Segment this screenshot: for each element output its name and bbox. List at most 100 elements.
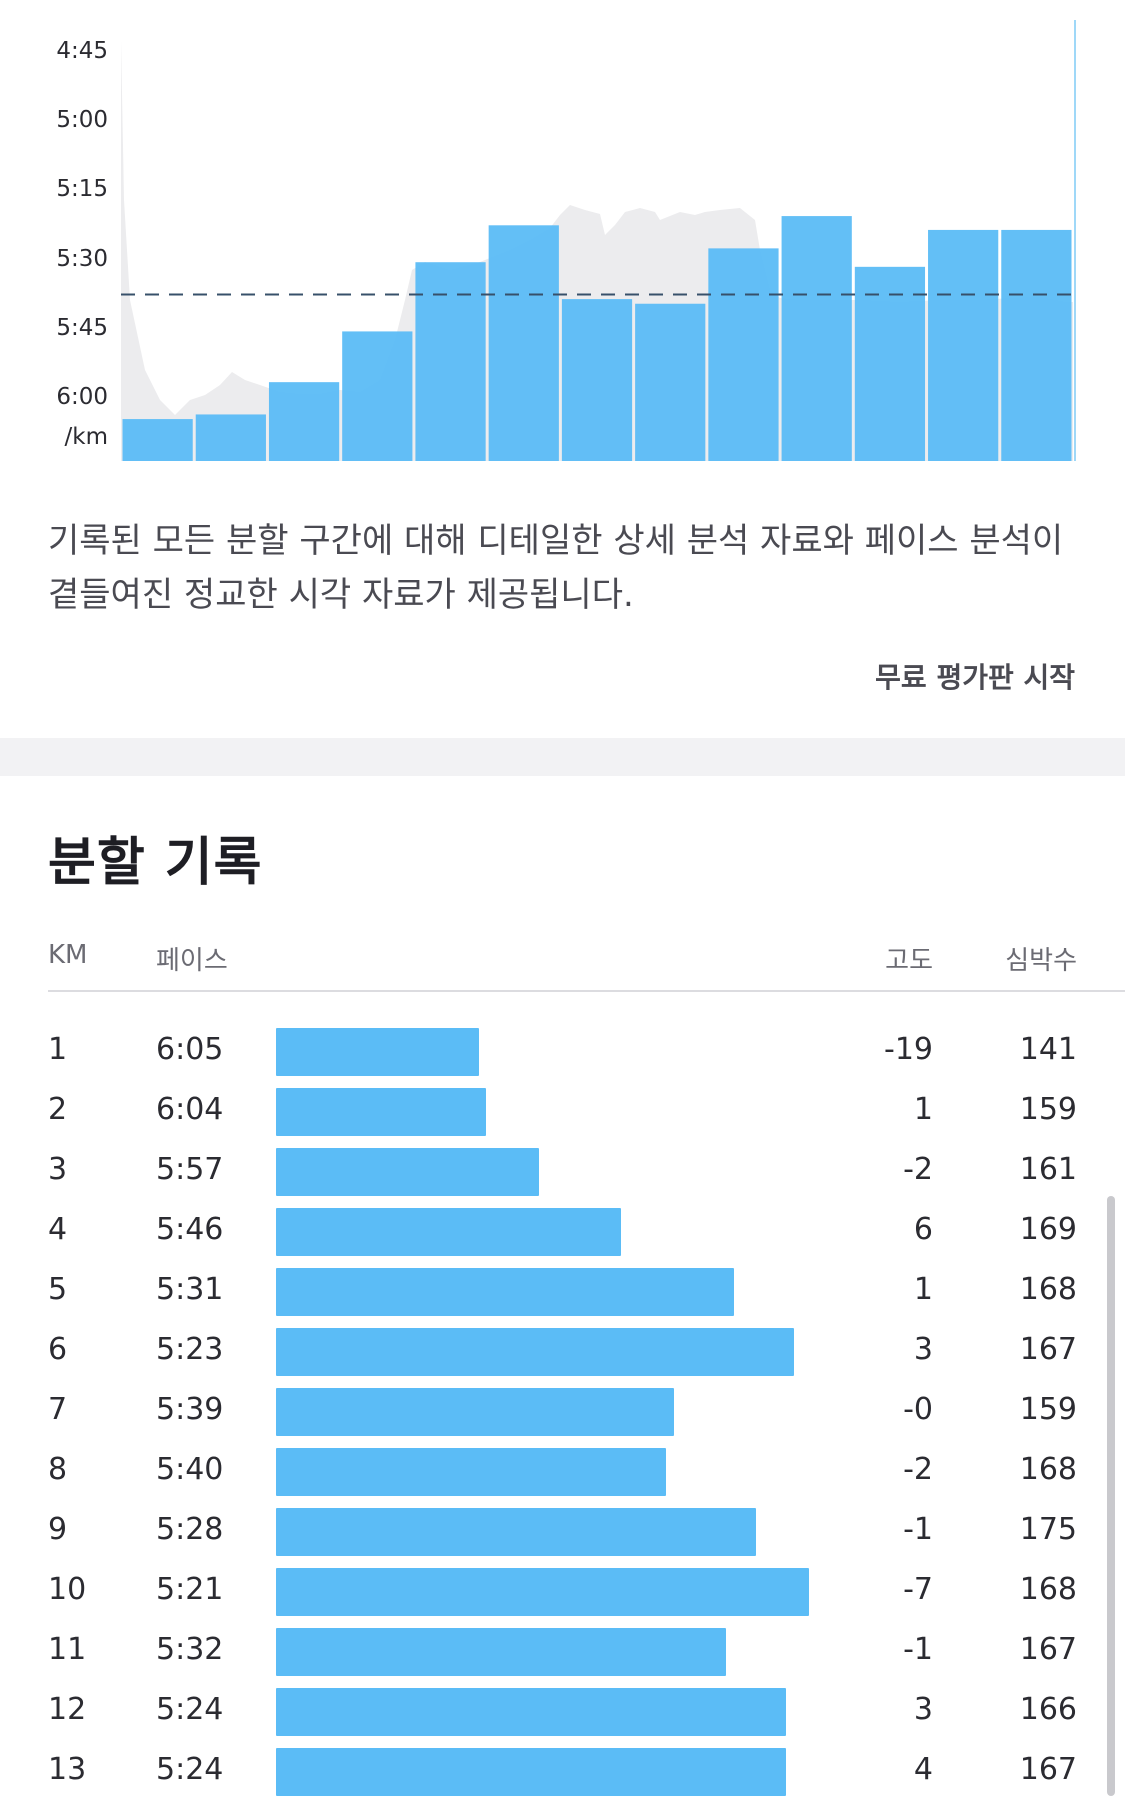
split-elevation: -0 (903, 1392, 933, 1427)
split-pace: 5:40 (156, 1452, 224, 1487)
split-km: 4 (48, 1212, 68, 1247)
split-pace-bar (276, 1628, 726, 1676)
split-pace-bar (276, 1028, 479, 1076)
split-pace: 5:46 (156, 1212, 224, 1247)
split-km: 13 (48, 1752, 87, 1787)
splits-table: 1 6:05 -19 141 2 6:04 1 159 3 5:57 -2 161 4 5:46 6 169 5… (0, 1022, 1125, 1802)
split-elevation: -2 (903, 1152, 933, 1187)
split-pace: 5:57 (156, 1152, 224, 1187)
split-pace-bar (276, 1748, 786, 1796)
pace-bar-km-10 (781, 216, 852, 461)
header-pace: 페이스 (156, 946, 228, 976)
split-row: 10 5:21 -7 168 (0, 1562, 1125, 1622)
split-row: 8 5:40 -2 168 (0, 1442, 1125, 1502)
split-km: 12 (48, 1692, 87, 1727)
split-km: 8 (48, 1452, 68, 1487)
y-axis: 4:45 5:00 5:15 5:30 5:45 6:00/km (56, 38, 108, 450)
split-heart-rate: 169 (1019, 1212, 1077, 1247)
pace-bar-km-1 (122, 419, 193, 461)
split-pace-bar (276, 1388, 674, 1436)
split-heart-rate: 167 (1019, 1752, 1077, 1787)
split-km: 10 (48, 1572, 87, 1607)
split-heart-rate: 167 (1019, 1632, 1077, 1667)
split-elevation: -1 (903, 1512, 933, 1547)
split-km: 6 (48, 1332, 68, 1367)
split-km: 7 (48, 1392, 68, 1427)
pace-bar-km-2 (195, 414, 266, 461)
split-heart-rate: 161 (1019, 1152, 1077, 1187)
header-elevation: 고도 (885, 946, 933, 976)
split-pace-bar (276, 1508, 756, 1556)
pace-bar-km-11 (854, 266, 926, 461)
split-elevation: 3 (913, 1332, 933, 1367)
y-tick-label: 6:00 (56, 384, 108, 410)
split-km: 2 (48, 1092, 68, 1127)
pace-bar-km-4 (342, 331, 413, 461)
scrollbar[interactable] (1107, 1196, 1115, 1796)
split-pace: 6:05 (156, 1032, 224, 1067)
pace-bar-km-5 (415, 262, 486, 461)
pace-bar-km-6 (488, 225, 559, 461)
splits-table-header: KM 페이스 고도 심박수 (48, 930, 1125, 992)
split-row: 7 5:39 -0 159 (0, 1382, 1125, 1442)
split-pace-bar (276, 1268, 734, 1316)
pace-bars (122, 216, 1072, 461)
split-km: 1 (48, 1032, 68, 1067)
split-row: 6 5:23 3 167 (0, 1322, 1125, 1382)
split-row: 12 5:24 3 166 (0, 1682, 1125, 1742)
pace-bar-km-12 (928, 229, 999, 461)
split-pace: 5:28 (156, 1512, 224, 1547)
split-pace: 5:31 (156, 1272, 224, 1307)
feature-description: 기록된 모든 분할 구간에 대해 디테일한 상세 분석 자료와 페이스 분석이 … (48, 521, 1064, 615)
split-elevation: 1 (913, 1092, 933, 1127)
split-row: 4 5:46 6 169 (0, 1202, 1125, 1262)
split-heart-rate: 141 (1019, 1032, 1077, 1067)
split-row: 11 5:32 -1 167 (0, 1622, 1125, 1682)
pace-bar-km-13 (1001, 229, 1072, 461)
split-pace: 5:32 (156, 1632, 224, 1667)
y-tick-label: 5:45 (56, 315, 108, 341)
header-heart-rate: 심박수 (1005, 946, 1077, 976)
split-heart-rate: 168 (1019, 1272, 1077, 1307)
split-pace: 6:04 (156, 1092, 224, 1127)
header-km: KM (48, 940, 88, 970)
split-heart-rate: 168 (1019, 1452, 1077, 1487)
split-elevation: 1 (913, 1272, 933, 1307)
pace-bar-km-9 (708, 248, 779, 461)
split-pace-bar (276, 1448, 666, 1496)
split-pace: 5:39 (156, 1392, 224, 1427)
split-pace: 5:24 (156, 1752, 224, 1787)
split-elevation: -7 (903, 1572, 933, 1607)
split-km: 3 (48, 1152, 68, 1187)
split-row: 5 5:31 1 168 (0, 1262, 1125, 1322)
split-pace: 5:24 (156, 1692, 224, 1727)
y-axis-unit-label: /km (65, 424, 108, 450)
split-row: 9 5:28 -1 175 (0, 1502, 1125, 1562)
pace-chart: 4:45 5:00 5:15 5:30 5:45 6:00/km (56, 20, 1076, 461)
split-elevation: -1 (903, 1632, 933, 1667)
split-row: 2 6:04 1 159 (0, 1082, 1125, 1142)
y-tick-label: 5:15 (56, 176, 108, 202)
split-row: 3 5:57 -2 161 (0, 1142, 1125, 1202)
pace-bar-km-7 (561, 299, 633, 461)
y-tick-label: 4:45 (56, 38, 108, 64)
split-km: 9 (48, 1512, 68, 1547)
split-pace-bar (276, 1688, 786, 1736)
split-elevation: 4 (913, 1752, 933, 1787)
split-row: 13 5:24 4 167 (0, 1742, 1125, 1802)
splits-title: 분할 기록 (48, 833, 263, 893)
start-free-trial-button[interactable]: 무료 평가판 시작 (875, 661, 1075, 694)
pace-bar-km-8 (635, 303, 706, 461)
split-km: 5 (48, 1272, 68, 1307)
split-heart-rate: 168 (1019, 1572, 1077, 1607)
split-heart-rate: 159 (1019, 1392, 1077, 1427)
split-pace-bar (276, 1208, 621, 1256)
split-pace-bar (276, 1328, 794, 1376)
split-pace-bar (276, 1148, 539, 1196)
split-heart-rate: 175 (1019, 1512, 1077, 1547)
split-heart-rate: 166 (1019, 1692, 1077, 1727)
split-heart-rate: 167 (1019, 1332, 1077, 1367)
split-row: 1 6:05 -19 141 (0, 1022, 1125, 1082)
split-elevation: -19 (884, 1032, 933, 1067)
y-tick-label: 5:00 (56, 107, 108, 133)
